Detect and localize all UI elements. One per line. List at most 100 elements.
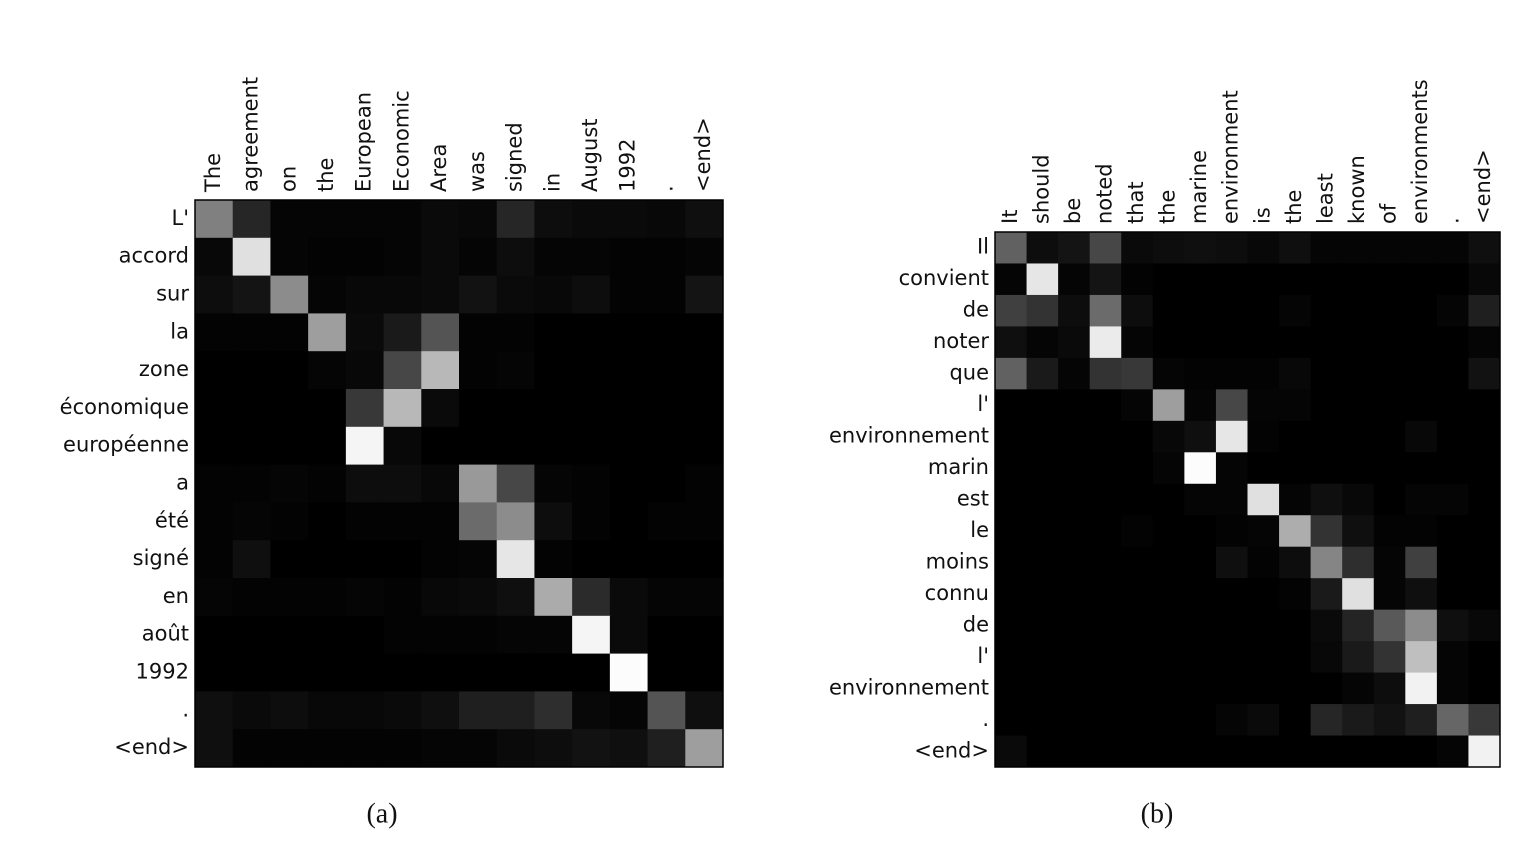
heat-cell	[1247, 515, 1280, 548]
heat-cell	[1436, 672, 1469, 705]
heat-cell	[1279, 704, 1312, 737]
heat-cell	[195, 237, 234, 277]
heat-cell	[1342, 389, 1375, 422]
heat-cell	[1121, 483, 1154, 516]
heat-cell	[421, 653, 460, 692]
heat-cell	[1026, 672, 1059, 705]
heat-cell	[1152, 294, 1185, 327]
heat-cell	[1342, 483, 1375, 516]
heat-cell	[270, 464, 309, 503]
heat-cell	[1373, 389, 1406, 422]
heat-cell	[1310, 294, 1343, 327]
heat-cell	[421, 351, 460, 390]
heat-cell	[685, 540, 724, 579]
x-tick-label: <end>	[691, 117, 715, 192]
heat-cell	[647, 389, 686, 428]
heat-cell	[1279, 483, 1312, 516]
heat-cell	[1373, 326, 1406, 359]
x-tick-label: environments	[1408, 79, 1432, 224]
heat-cell	[1436, 389, 1469, 422]
heat-cell	[421, 615, 460, 655]
heat-cell	[1184, 546, 1217, 579]
heat-cell	[345, 237, 385, 277]
heat-cell	[1215, 294, 1248, 327]
heat-cell	[1373, 420, 1406, 453]
heat-cell	[1279, 389, 1312, 422]
heat-cell	[1089, 609, 1122, 642]
heat-cell	[995, 546, 1028, 579]
x-tick-label: in	[540, 173, 564, 192]
x-tick-label: <end>	[1471, 149, 1495, 224]
heat-cell	[1152, 609, 1185, 642]
heat-cell	[572, 653, 611, 692]
heat-cell	[1184, 641, 1217, 674]
heat-cell	[647, 275, 686, 314]
heat-cell	[1405, 609, 1438, 642]
heat-cell	[1436, 232, 1469, 264]
heat-cell	[195, 389, 234, 428]
heat-cell	[1152, 326, 1185, 359]
heat-cell	[459, 200, 498, 239]
heat-cell	[383, 653, 422, 692]
heat-cell	[345, 502, 385, 541]
heat-cell	[1310, 672, 1343, 705]
y-tick-label: .	[982, 707, 989, 731]
x-tick-label: be	[1061, 198, 1085, 224]
y-tick-label: environnement	[829, 424, 989, 448]
heat-cell	[270, 578, 309, 617]
heat-cell	[232, 464, 271, 503]
heat-cell	[1247, 263, 1280, 296]
heat-cell	[1058, 672, 1091, 705]
heat-cell	[383, 313, 422, 352]
y-tick-label: que	[949, 361, 989, 385]
heat-cell	[459, 426, 498, 466]
x-tick-label: Economic	[389, 90, 413, 192]
heat-cell	[270, 313, 309, 352]
heat-cell	[1342, 609, 1375, 642]
heat-cell	[1405, 294, 1438, 327]
heat-cell	[1342, 232, 1375, 264]
heat-cell	[345, 578, 385, 617]
heat-cell	[345, 200, 385, 239]
heat-cell	[1121, 263, 1154, 296]
y-tick-label: économique	[60, 395, 189, 419]
heat-cell	[308, 389, 347, 428]
heat-cell	[1152, 389, 1185, 422]
heat-cell	[1215, 263, 1248, 296]
heat-cell	[647, 729, 686, 768]
heat-cell	[345, 426, 385, 466]
heat-cell	[534, 615, 573, 655]
heat-cell	[1247, 452, 1280, 485]
heat-cell	[1089, 483, 1122, 516]
heat-cell	[1468, 641, 1501, 674]
heat-cell	[1279, 232, 1312, 264]
y-tick-label: de	[963, 612, 989, 636]
heat-cell	[995, 326, 1028, 359]
heat-cell	[1247, 232, 1280, 264]
heat-cell	[1405, 672, 1438, 705]
heat-cell	[1215, 483, 1248, 516]
heat-cell	[1279, 263, 1312, 296]
heat-cell	[195, 615, 234, 655]
heat-cell	[383, 615, 422, 655]
heat-cell	[345, 691, 385, 730]
heat-cell	[496, 389, 535, 428]
y-tick-label: accord	[119, 244, 189, 268]
heat-cell	[609, 275, 649, 314]
heat-cell	[647, 540, 686, 579]
y-tick-label: de	[963, 298, 989, 322]
heat-cell	[647, 578, 686, 617]
x-tick-label: 1992	[616, 139, 640, 192]
heat-cell	[383, 351, 422, 390]
heat-cell	[1247, 641, 1280, 674]
heat-cell	[459, 615, 498, 655]
x-tick-label: on	[276, 166, 300, 192]
heat-cell	[995, 515, 1028, 548]
heat-cell	[1247, 389, 1280, 422]
heat-cell	[496, 578, 535, 617]
heat-cell	[1184, 389, 1217, 422]
heat-cell	[685, 464, 724, 503]
heat-cell	[1089, 515, 1122, 548]
heat-cell	[1247, 326, 1280, 359]
plot-frame	[194, 199, 724, 768]
